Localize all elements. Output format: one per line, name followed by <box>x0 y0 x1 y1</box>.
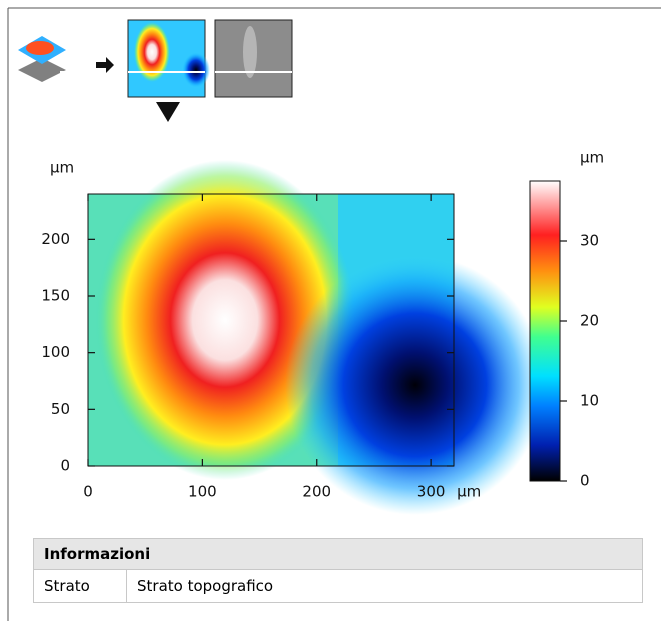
table-cell: Strato <box>33 569 127 603</box>
colorbar <box>529 180 561 482</box>
table-header: Informazioni <box>33 538 643 570</box>
colorbar-tick-label: 20 <box>580 312 599 330</box>
y-tick-label: 100 <box>41 343 70 361</box>
table-cell: Strato topografico <box>126 569 643 603</box>
y-unit: µm <box>50 159 74 177</box>
x-tick-label: 200 <box>302 483 331 501</box>
thumbnail-sem[interactable] <box>214 19 293 98</box>
colorbar-tick-label: 30 <box>580 232 599 250</box>
x-tick-label: 0 <box>83 483 93 501</box>
colorbar-unit: µm <box>580 149 604 167</box>
y-tick-label: 50 <box>51 400 70 418</box>
x-tick-label: 100 <box>188 483 217 501</box>
layer-icon <box>18 36 90 82</box>
x-unit: µm <box>457 483 481 501</box>
colorbar-tick-label: 10 <box>580 392 599 410</box>
y-tick-label: 150 <box>41 287 70 305</box>
y-tick-label: 0 <box>60 457 70 475</box>
arrow-icon <box>96 57 114 73</box>
info-table: Informazioni Strato Strato topografico <box>33 538 643 603</box>
x-tick-label: 300 <box>417 483 446 501</box>
y-tick-label: 200 <box>41 230 70 248</box>
colorbar-tick-label: 0 <box>580 472 590 490</box>
selection-marker <box>156 102 180 122</box>
heatmap <box>87 160 545 515</box>
thumbnail-topography[interactable] <box>127 19 210 98</box>
